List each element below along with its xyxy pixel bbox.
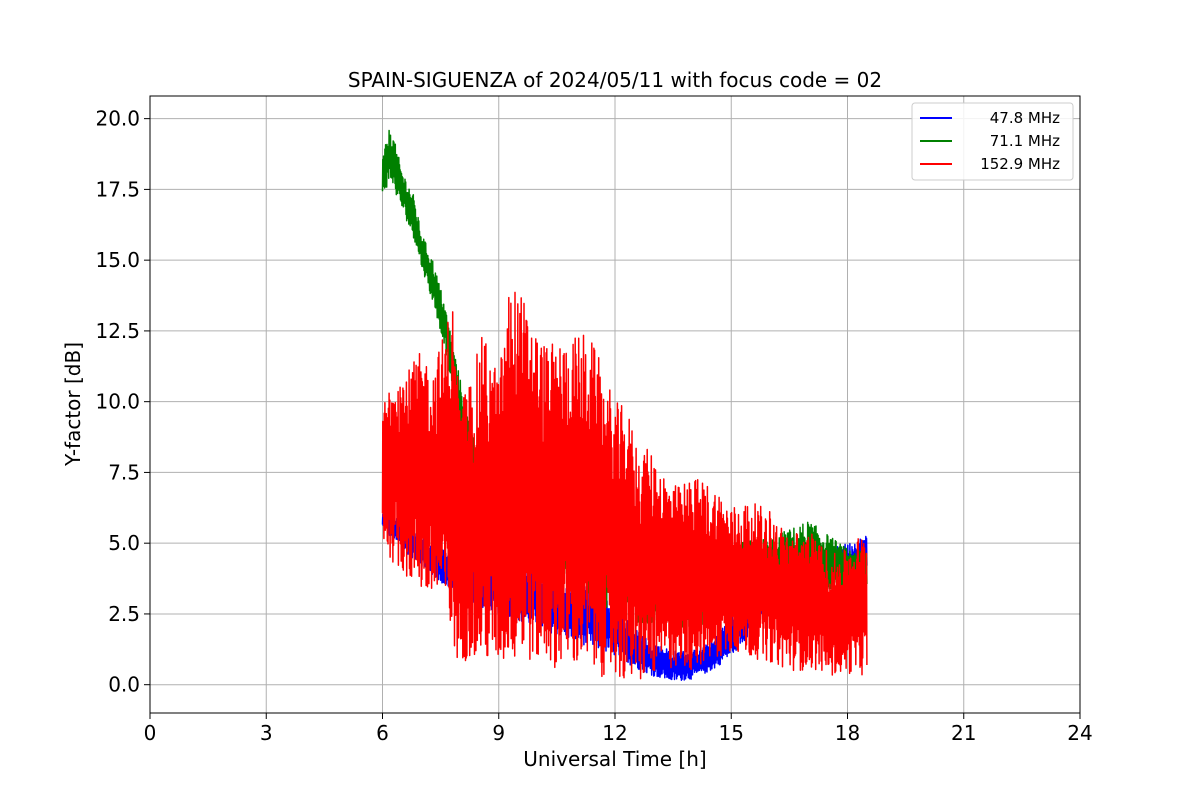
x-tick-label: 0 — [144, 721, 157, 745]
x-tick-label: 18 — [835, 721, 860, 745]
y-tick-label: 5.0 — [108, 531, 140, 555]
y-tick-label: 12.5 — [95, 319, 140, 343]
x-axis-label: Universal Time [h] — [523, 747, 706, 771]
legend-box — [911, 102, 1074, 181]
x-tick-label: 3 — [260, 721, 273, 745]
y-tick-label: 10.0 — [95, 390, 140, 414]
legend: 47.8 MHz 71.1 MHz 152.9 MHz — [911, 102, 1074, 181]
legend-label: 47.8 MHz — [990, 109, 1060, 127]
legend-label: 152.9 MHz — [980, 155, 1060, 173]
series-layer — [381, 129, 868, 682]
x-tick-label: 21 — [951, 721, 976, 745]
y-axis-label: Y-factor [dB] — [61, 342, 85, 467]
x-tick-label: 15 — [719, 721, 744, 745]
series-line-2 — [381, 291, 868, 680]
legend-label: 71.1 MHz — [990, 132, 1060, 150]
y-tick-label: 2.5 — [108, 602, 140, 626]
x-tick-label: 24 — [1067, 721, 1092, 745]
y-tick-label: 0.0 — [108, 673, 140, 697]
x-tick-label: 6 — [376, 721, 389, 745]
y-axis: 0.0 2.5 5.0 7.5 10.0 12.5 15.0 17.5 20.0 — [95, 107, 150, 697]
y-tick-label: 17.5 — [95, 177, 140, 201]
chart-title: SPAIN-SIGUENZA of 2024/05/11 with focus … — [348, 68, 882, 92]
x-tick-label: 12 — [602, 721, 627, 745]
x-axis: 0 3 6 9 12 15 18 21 24 — [144, 713, 1093, 745]
y-tick-label: 15.0 — [95, 248, 140, 272]
y-tick-label: 7.5 — [108, 460, 140, 484]
y-tick-label: 20.0 — [95, 107, 140, 131]
x-tick-label: 9 — [492, 721, 505, 745]
